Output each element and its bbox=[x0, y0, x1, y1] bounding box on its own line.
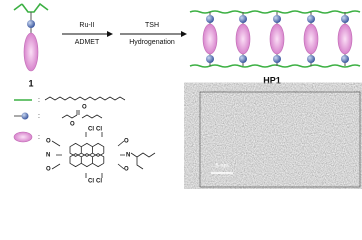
backbone bbox=[189, 10, 361, 14]
step2: Hydrogenation bbox=[129, 39, 175, 46]
ball bbox=[341, 55, 349, 63]
o-atom: O bbox=[46, 139, 51, 145]
o-atom: O bbox=[124, 167, 129, 173]
o-atom: O bbox=[46, 167, 51, 173]
step1: ADMET bbox=[75, 39, 100, 46]
ester-atom: O bbox=[82, 105, 87, 111]
scale-bar: 5 nm bbox=[215, 164, 228, 170]
chromophore bbox=[235, 23, 251, 55]
product-label: HP1 bbox=[263, 75, 281, 85]
separator: : bbox=[38, 134, 40, 141]
o-atom: O bbox=[124, 139, 129, 145]
ball bbox=[307, 55, 315, 63]
ball bbox=[307, 15, 315, 23]
micrograph bbox=[199, 91, 361, 188]
monomer bbox=[13, 2, 49, 72]
ball bbox=[239, 15, 247, 23]
backbone bbox=[189, 64, 361, 68]
chromophore bbox=[269, 23, 285, 55]
cl-atom: Cl bbox=[88, 179, 94, 185]
ball bbox=[273, 15, 281, 23]
cl-atom: Cl bbox=[96, 127, 102, 133]
legend bbox=[13, 96, 156, 178]
ball bbox=[273, 55, 281, 63]
ball bbox=[239, 55, 247, 63]
cl-atom: Cl bbox=[88, 127, 94, 133]
chromophore bbox=[337, 23, 353, 55]
diagram: 1 Ru-II ADMET TSH Hydrogenation HP1 : : … bbox=[13, 2, 361, 188]
n-atom: N bbox=[126, 153, 130, 159]
cl-atom: Cl bbox=[96, 179, 102, 185]
ball bbox=[341, 15, 349, 23]
ester-atom: O bbox=[70, 122, 75, 128]
reagent: TSH bbox=[145, 22, 159, 29]
polymer bbox=[189, 10, 361, 68]
n-atom: N bbox=[46, 153, 50, 159]
ball bbox=[206, 15, 214, 23]
chromophore bbox=[202, 23, 218, 55]
separator: : bbox=[38, 113, 40, 120]
separator: : bbox=[38, 97, 40, 104]
catalyst: Ru-II bbox=[79, 22, 94, 29]
monomer-label: 1 bbox=[28, 78, 33, 88]
ball bbox=[206, 55, 214, 63]
chromophore bbox=[303, 23, 319, 55]
